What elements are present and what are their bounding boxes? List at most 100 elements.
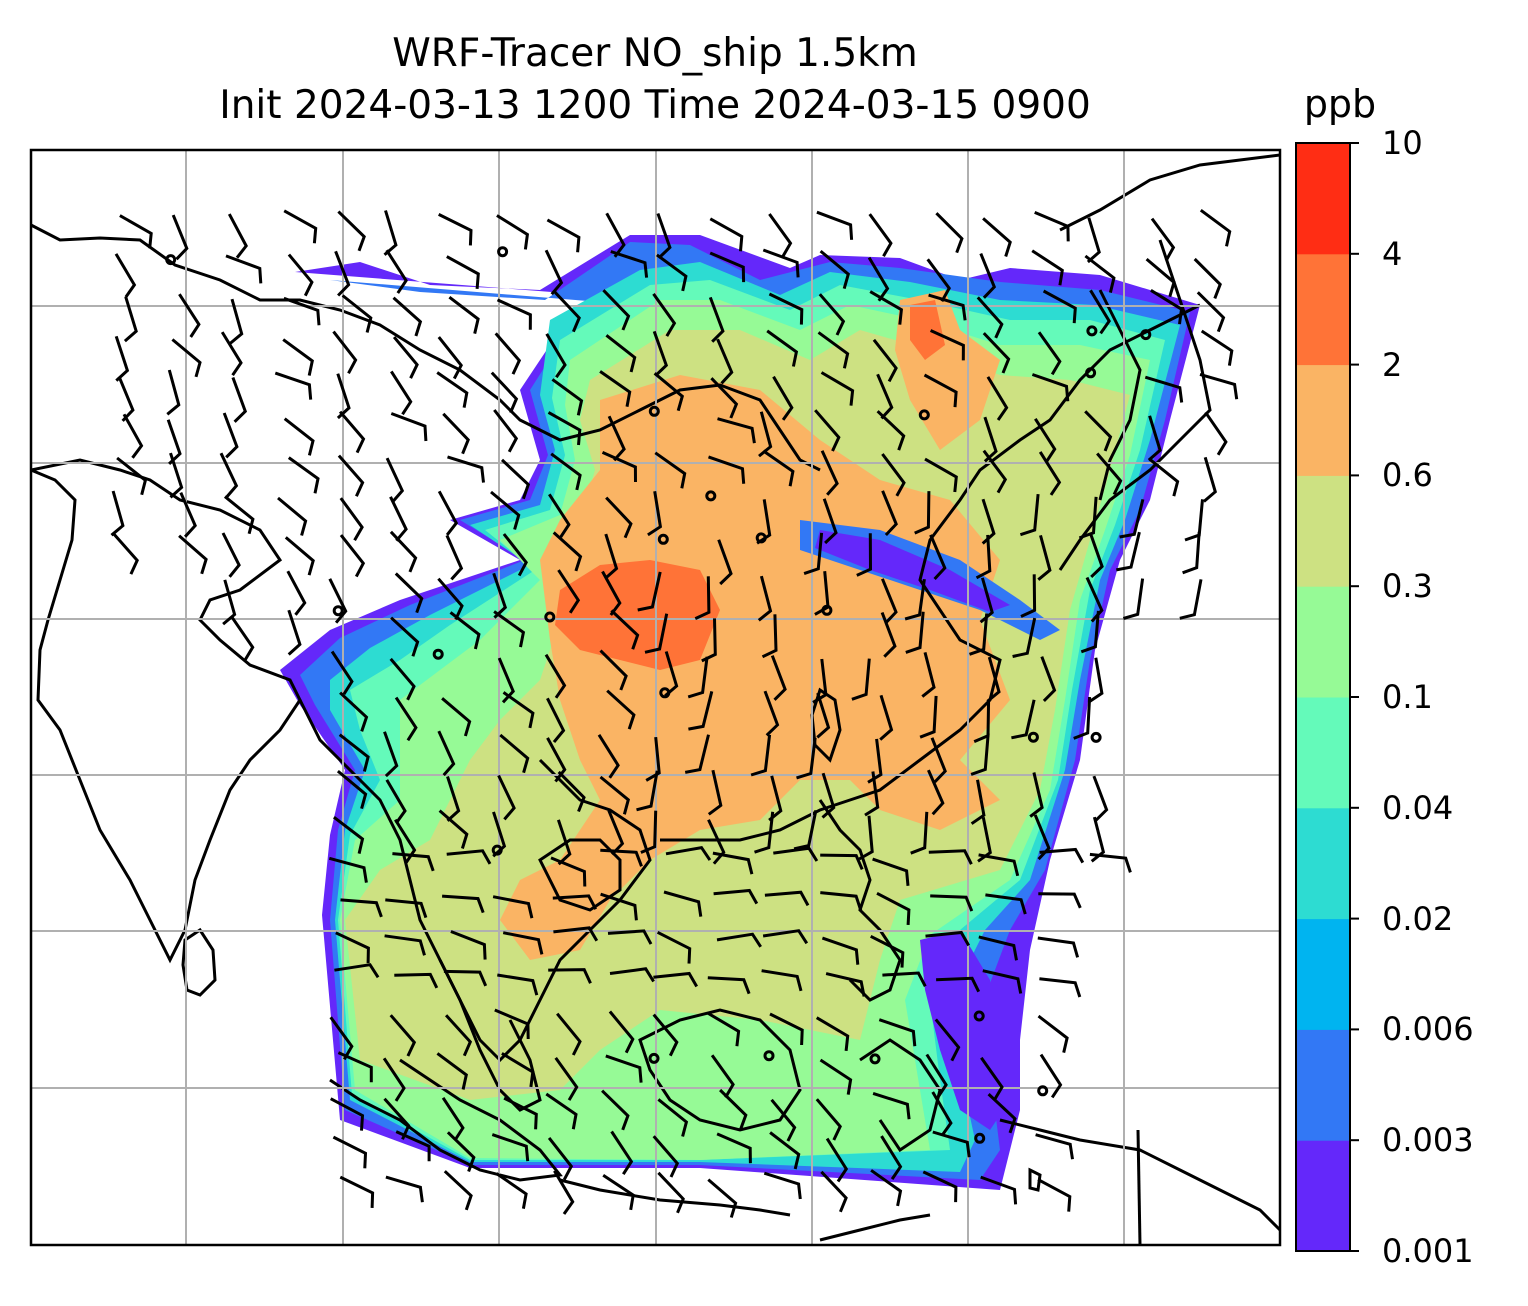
colorbar-swatch <box>1296 697 1350 809</box>
wind-barb <box>820 371 855 406</box>
wind-barb <box>220 331 243 377</box>
wind-barb <box>709 251 746 283</box>
wind-barb <box>825 1137 849 1183</box>
wind-barb <box>821 772 836 819</box>
wind-barb <box>769 1131 801 1170</box>
wind-barb <box>384 934 426 956</box>
coast-java <box>559 1178 791 1217</box>
wind-barb <box>929 534 947 581</box>
field-redorange <box>555 560 720 670</box>
wind-barb <box>870 1169 903 1207</box>
calm-wind-marker <box>659 687 671 699</box>
wind-barb <box>980 1056 1004 1101</box>
wind-barb <box>491 1133 530 1162</box>
wind-barb <box>553 290 581 333</box>
wind-barb <box>499 733 530 774</box>
wind-barb <box>1031 249 1064 286</box>
wind-barb <box>546 737 567 783</box>
wind-barb <box>110 490 125 537</box>
coastlines <box>31 153 1280 1245</box>
calm-wind-marker <box>705 490 717 502</box>
wind-barb <box>881 578 898 625</box>
calm-wind-marker <box>491 844 503 856</box>
wind-barb <box>880 611 897 658</box>
wind-barb <box>770 655 787 701</box>
wind-barb <box>970 779 986 825</box>
wind-barb <box>982 332 1011 374</box>
wind-barb <box>328 578 348 624</box>
wind-barb <box>284 536 315 576</box>
wind-barb <box>392 336 419 379</box>
wind-barb <box>390 370 413 416</box>
wind-barb <box>607 415 626 462</box>
wind-barb <box>550 856 587 887</box>
wind-barb <box>447 455 485 483</box>
wind-barb <box>766 329 799 367</box>
wind-barb <box>1078 496 1098 540</box>
wind-barb <box>556 819 572 866</box>
wind-barb <box>283 209 318 244</box>
wind-barb <box>1204 411 1228 456</box>
wind-barb <box>858 815 874 861</box>
wind-barb <box>652 330 669 377</box>
wind-barb <box>878 1018 917 1047</box>
wind-barb <box>881 490 898 537</box>
wind-barb <box>339 534 366 578</box>
colorbar-tick-label: 0.001 <box>1382 1232 1474 1270</box>
wind-barb <box>770 1098 797 1142</box>
wind-barb <box>1037 1178 1072 1212</box>
wind-barb <box>334 250 351 297</box>
wind-barb <box>557 770 586 813</box>
wind-barb <box>762 929 809 945</box>
wind-barb <box>979 577 994 624</box>
wind-barb <box>394 818 417 864</box>
wind-barb <box>820 853 864 870</box>
wind-barb <box>936 976 981 993</box>
wind-barb <box>982 217 1012 257</box>
wind-barb <box>553 926 599 942</box>
colorbar-swatch <box>1296 1140 1350 1252</box>
wind-barb <box>610 250 649 278</box>
wind-barb <box>1038 892 1082 909</box>
wind-barb <box>976 296 1004 339</box>
colorbar-swatch <box>1296 586 1350 698</box>
wind-barb <box>394 572 424 614</box>
wind-barb <box>338 410 366 454</box>
wind-barb <box>1011 699 1036 740</box>
wind-barb <box>329 1097 365 1131</box>
wind-barb <box>761 614 778 659</box>
wind-barb <box>114 253 137 298</box>
wind-barb <box>763 690 780 737</box>
wind-barb <box>637 571 662 612</box>
colorbar-swatch <box>1296 364 1350 476</box>
wind-barb <box>277 496 308 536</box>
wind-barb <box>812 658 828 704</box>
wind-barb <box>819 249 851 290</box>
wind-barb <box>716 338 734 385</box>
wind-barb <box>546 218 581 253</box>
colorbar-tick-label: 0.6 <box>1382 456 1433 495</box>
wind-barb <box>600 892 638 921</box>
wind-barb <box>394 972 439 989</box>
wind-barb <box>493 409 519 453</box>
wind-barb <box>932 1130 971 1158</box>
wind-barb <box>446 849 492 865</box>
wind-barb <box>231 376 248 423</box>
wind-barb <box>815 1098 842 1141</box>
calm-wind-marker <box>497 246 509 258</box>
colorbar-tick-label: 4 <box>1382 234 1403 273</box>
wind-barb <box>123 296 138 343</box>
wind-barb <box>982 449 1008 494</box>
wind-barb <box>610 609 640 650</box>
wind-barb <box>882 971 927 987</box>
wind-barb <box>868 213 893 257</box>
wind-barb <box>653 372 685 412</box>
coast-philippines <box>818 799 902 1002</box>
wind-barb <box>1040 656 1057 702</box>
wind-barb <box>544 249 564 296</box>
wind-barb <box>599 775 631 815</box>
wind-barb <box>178 534 208 575</box>
wind-barb <box>1031 373 1070 402</box>
wind-barb <box>606 689 636 730</box>
wind-barb <box>772 375 794 421</box>
